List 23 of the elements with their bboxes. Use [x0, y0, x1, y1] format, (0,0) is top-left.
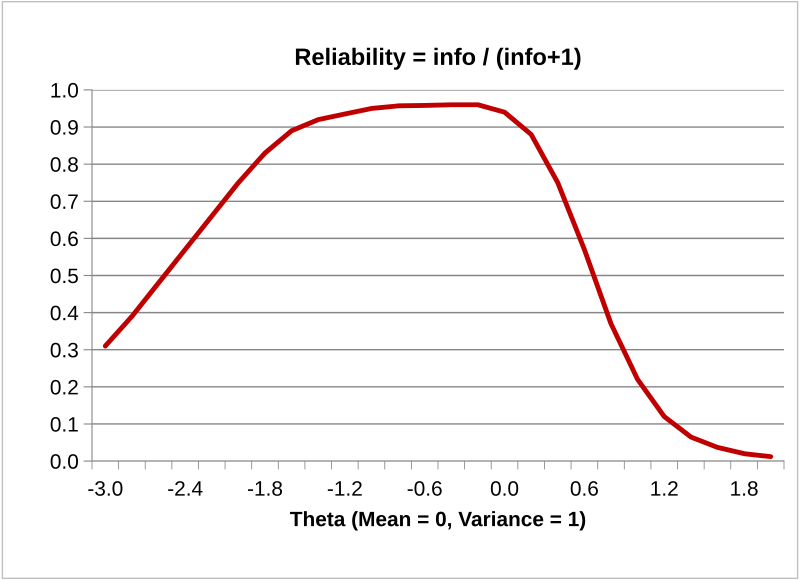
- x-tick-label: -0.6: [408, 481, 442, 496]
- x-tick-label: -1.8: [248, 481, 282, 496]
- line-series: [102, 102, 774, 460]
- x-tick-label: -3.0: [88, 481, 122, 496]
- y-tick-label: 0.6: [50, 231, 78, 246]
- y-tick-label: 0.4: [50, 306, 78, 320]
- x-tick-label: 0.0: [490, 481, 518, 496]
- y-tick-label: 1.0: [51, 82, 78, 98]
- y-tick-label: 0.1: [50, 416, 78, 432]
- x-tick-label: -2.4: [168, 481, 202, 496]
- chart-title: Reliability = info / (info+1): [296, 48, 580, 70]
- x-axis-title: Theta (Mean = 0, Variance = 1): [290, 511, 586, 530]
- x-tick-label: 0.6: [570, 481, 598, 496]
- x-tick-label: 1.8: [731, 481, 758, 496]
- y-tick-label: 0.3: [50, 342, 78, 358]
- y-tick-label: 0.5: [50, 268, 78, 284]
- y-tick-label: 0.2: [50, 380, 78, 395]
- x-tick-label: -1.2: [328, 481, 362, 496]
- y-tick-label: 0.0: [50, 454, 78, 469]
- y-tick-label: 0.8: [50, 157, 78, 172]
- x-tick-label: 1.2: [651, 481, 678, 496]
- y-tick-label: 0.7: [50, 194, 78, 210]
- y-tick-label: 0.9: [50, 120, 78, 135]
